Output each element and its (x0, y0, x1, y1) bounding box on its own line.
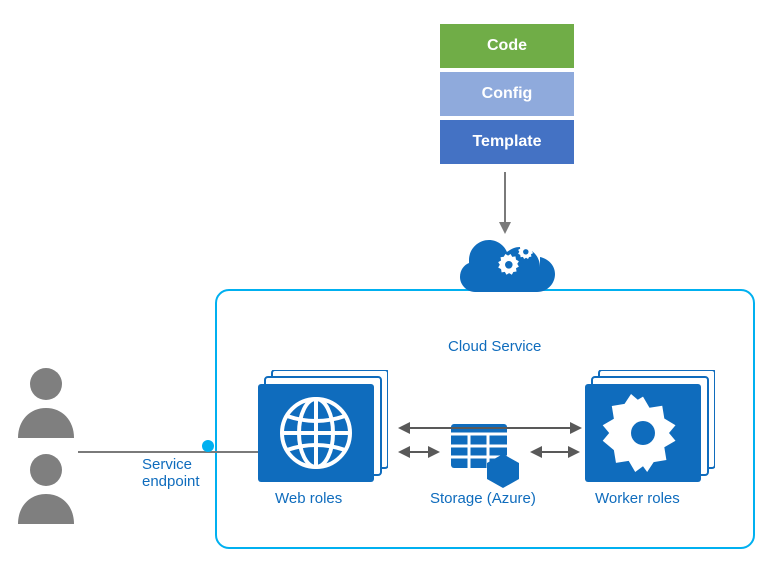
connection-arrows (0, 0, 764, 568)
